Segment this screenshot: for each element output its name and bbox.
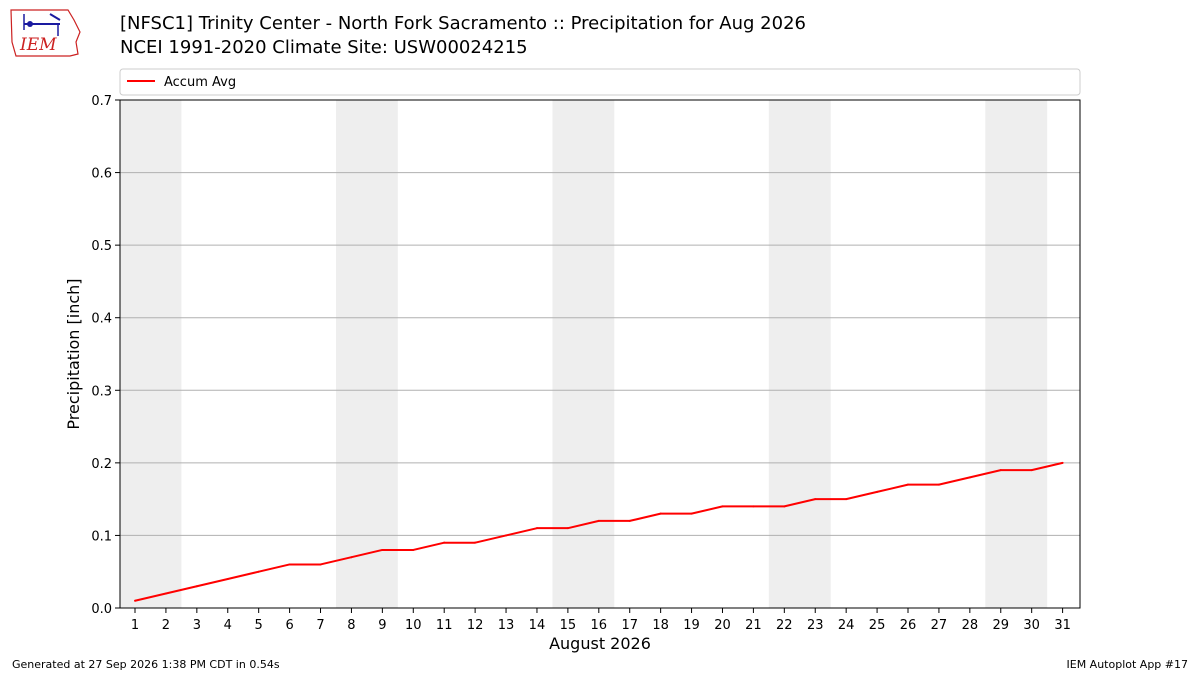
y-tick-label: 0.3 [91, 384, 112, 399]
data-point [288, 563, 291, 566]
data-point [257, 570, 260, 573]
y-tick-label: 0.6 [91, 167, 112, 182]
x-tick-label: 22 [776, 618, 793, 633]
data-point [999, 469, 1002, 472]
x-axis: 1 2 3 4 5 6 7 8 9 10 11 12 13 14 15 16 17 18 19 20 21 22 23 24 2… [131, 608, 1071, 633]
data-point [505, 534, 508, 537]
x-tick-label: 15 [560, 618, 577, 633]
weekend-band-3 [768, 100, 831, 608]
x-tick-label: 16 [591, 618, 608, 633]
generated-timestamp: Generated at 27 Sep 2026 1:38 PM CDT in … [12, 658, 280, 671]
data-point [907, 483, 909, 486]
y-tick-label: 0.5 [91, 239, 112, 254]
data-point [937, 483, 940, 486]
data-point [690, 512, 693, 515]
logo-text: IEM [19, 35, 57, 55]
data-point [814, 498, 817, 501]
data-point [968, 476, 971, 479]
chart-subtitle: NCEI 1991-2020 Climate Site: USW00024215 [120, 37, 528, 58]
data-point [381, 548, 384, 551]
x-axis-label: August 2026 [549, 634, 651, 653]
autoplot-app-label: IEM Autoplot App #17 [1066, 658, 1189, 671]
data-point [659, 512, 662, 515]
weekend-band-1 [335, 100, 398, 608]
y-axis-label: Precipitation [inch] [64, 278, 83, 429]
x-tick-label: 2 [162, 618, 170, 633]
x-tick-label: 17 [621, 618, 638, 633]
x-tick-label: 10 [405, 618, 422, 633]
y-tick-label: 0.1 [91, 529, 112, 544]
data-point [721, 505, 724, 508]
x-tick-label: 4 [224, 618, 232, 633]
x-tick-label: 27 [931, 618, 948, 633]
x-tick-label: 1 [131, 618, 139, 633]
x-tick-label: 8 [347, 618, 355, 633]
weekend-band-2 [552, 100, 615, 608]
x-tick-label: 11 [436, 618, 453, 633]
data-point [1061, 461, 1064, 464]
data-point [535, 527, 538, 530]
data-point [412, 548, 415, 551]
x-tick-label: 19 [683, 618, 700, 633]
data-point [597, 519, 600, 522]
data-point [443, 541, 446, 544]
x-tick-label: 21 [745, 618, 762, 633]
x-tick-label: 6 [285, 618, 293, 633]
x-tick-label: 24 [838, 618, 855, 633]
x-tick-label: 25 [869, 618, 886, 633]
data-point [876, 490, 879, 493]
iem-logo: IEM [10, 9, 81, 57]
x-tick-label: 18 [652, 618, 669, 633]
legend-label-accum-avg: Accum Avg [164, 75, 236, 90]
x-tick-label: 14 [529, 618, 546, 633]
x-tick-label: 20 [714, 618, 731, 633]
y-axis: 0.0 0.1 0.2 0.3 0.4 0.5 0.6 0.7 [91, 94, 120, 617]
data-point [566, 527, 569, 530]
data-point [1030, 469, 1033, 472]
x-tick-label: 30 [1023, 618, 1040, 633]
data-point [226, 577, 229, 580]
plot-frame [119, 99, 1081, 609]
x-tick-label: 26 [900, 618, 917, 633]
x-tick-label: 29 [992, 618, 1009, 633]
series-lines [134, 461, 1064, 602]
x-tick-label: 9 [378, 618, 386, 633]
y-tick-label: 0.7 [91, 94, 112, 109]
weekend-band-0 [119, 100, 182, 608]
y-tick-label: 0.0 [91, 602, 112, 617]
x-tick-label: 7 [316, 618, 324, 633]
legend-box [119, 68, 1081, 96]
weekend-band-4 [985, 100, 1048, 608]
weekend-bands [119, 100, 1048, 608]
x-tick-label: 5 [255, 618, 263, 633]
legend: Accum Avg [119, 68, 1081, 96]
x-tick-label: 28 [962, 618, 979, 633]
data-point [628, 519, 631, 522]
data-point [350, 556, 353, 559]
data-point [195, 585, 198, 588]
x-tick-label: 13 [498, 618, 515, 633]
x-tick-label: 3 [193, 618, 201, 633]
data-point [752, 505, 755, 508]
data-point [474, 541, 477, 544]
grid-lines [120, 172, 1080, 536]
y-tick-label: 0.4 [91, 312, 112, 327]
x-tick-label: 31 [1054, 618, 1071, 633]
data-point [783, 505, 786, 508]
chart-title: [NFSC1] Trinity Center - North Fork Sacr… [120, 13, 806, 34]
data-point [845, 498, 848, 501]
y-tick-label: 0.2 [91, 457, 112, 472]
x-tick-label: 12 [467, 618, 484, 633]
data-point [319, 563, 322, 566]
data-point [134, 599, 136, 602]
data-point [164, 592, 167, 595]
x-tick-label: 23 [807, 618, 824, 633]
iowa-outline-icon [10, 9, 81, 57]
